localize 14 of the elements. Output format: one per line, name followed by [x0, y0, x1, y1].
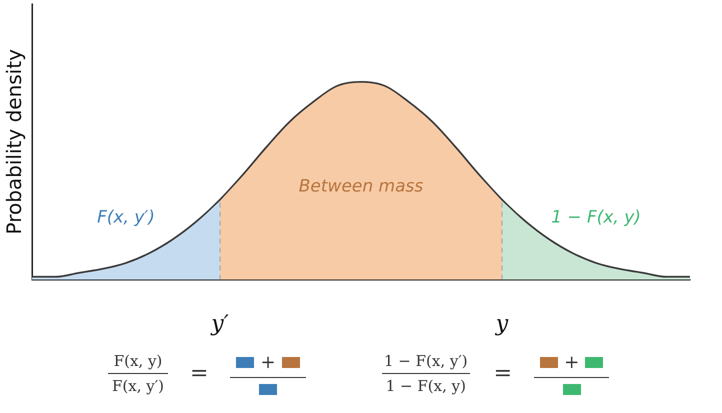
text: 1 − F(x, y′)	[383, 352, 469, 372]
text: =	[494, 361, 512, 386]
x-tick-label: y′	[210, 312, 229, 337]
text: +	[564, 352, 580, 373]
series-label: Between mass	[298, 176, 424, 196]
x-tick-label: y	[494, 312, 509, 337]
text: 1 − F(x, y)	[382, 373, 470, 395]
text: F(x, y)	[112, 352, 164, 372]
text: +	[260, 352, 276, 373]
y-axis-title: Probability density	[2, 48, 26, 235]
text: F(x, y′)	[108, 373, 168, 395]
series-label: F(x, y′)	[97, 208, 155, 228]
text: =	[190, 361, 208, 386]
series-label: 1 − F(x, y)	[551, 208, 641, 228]
